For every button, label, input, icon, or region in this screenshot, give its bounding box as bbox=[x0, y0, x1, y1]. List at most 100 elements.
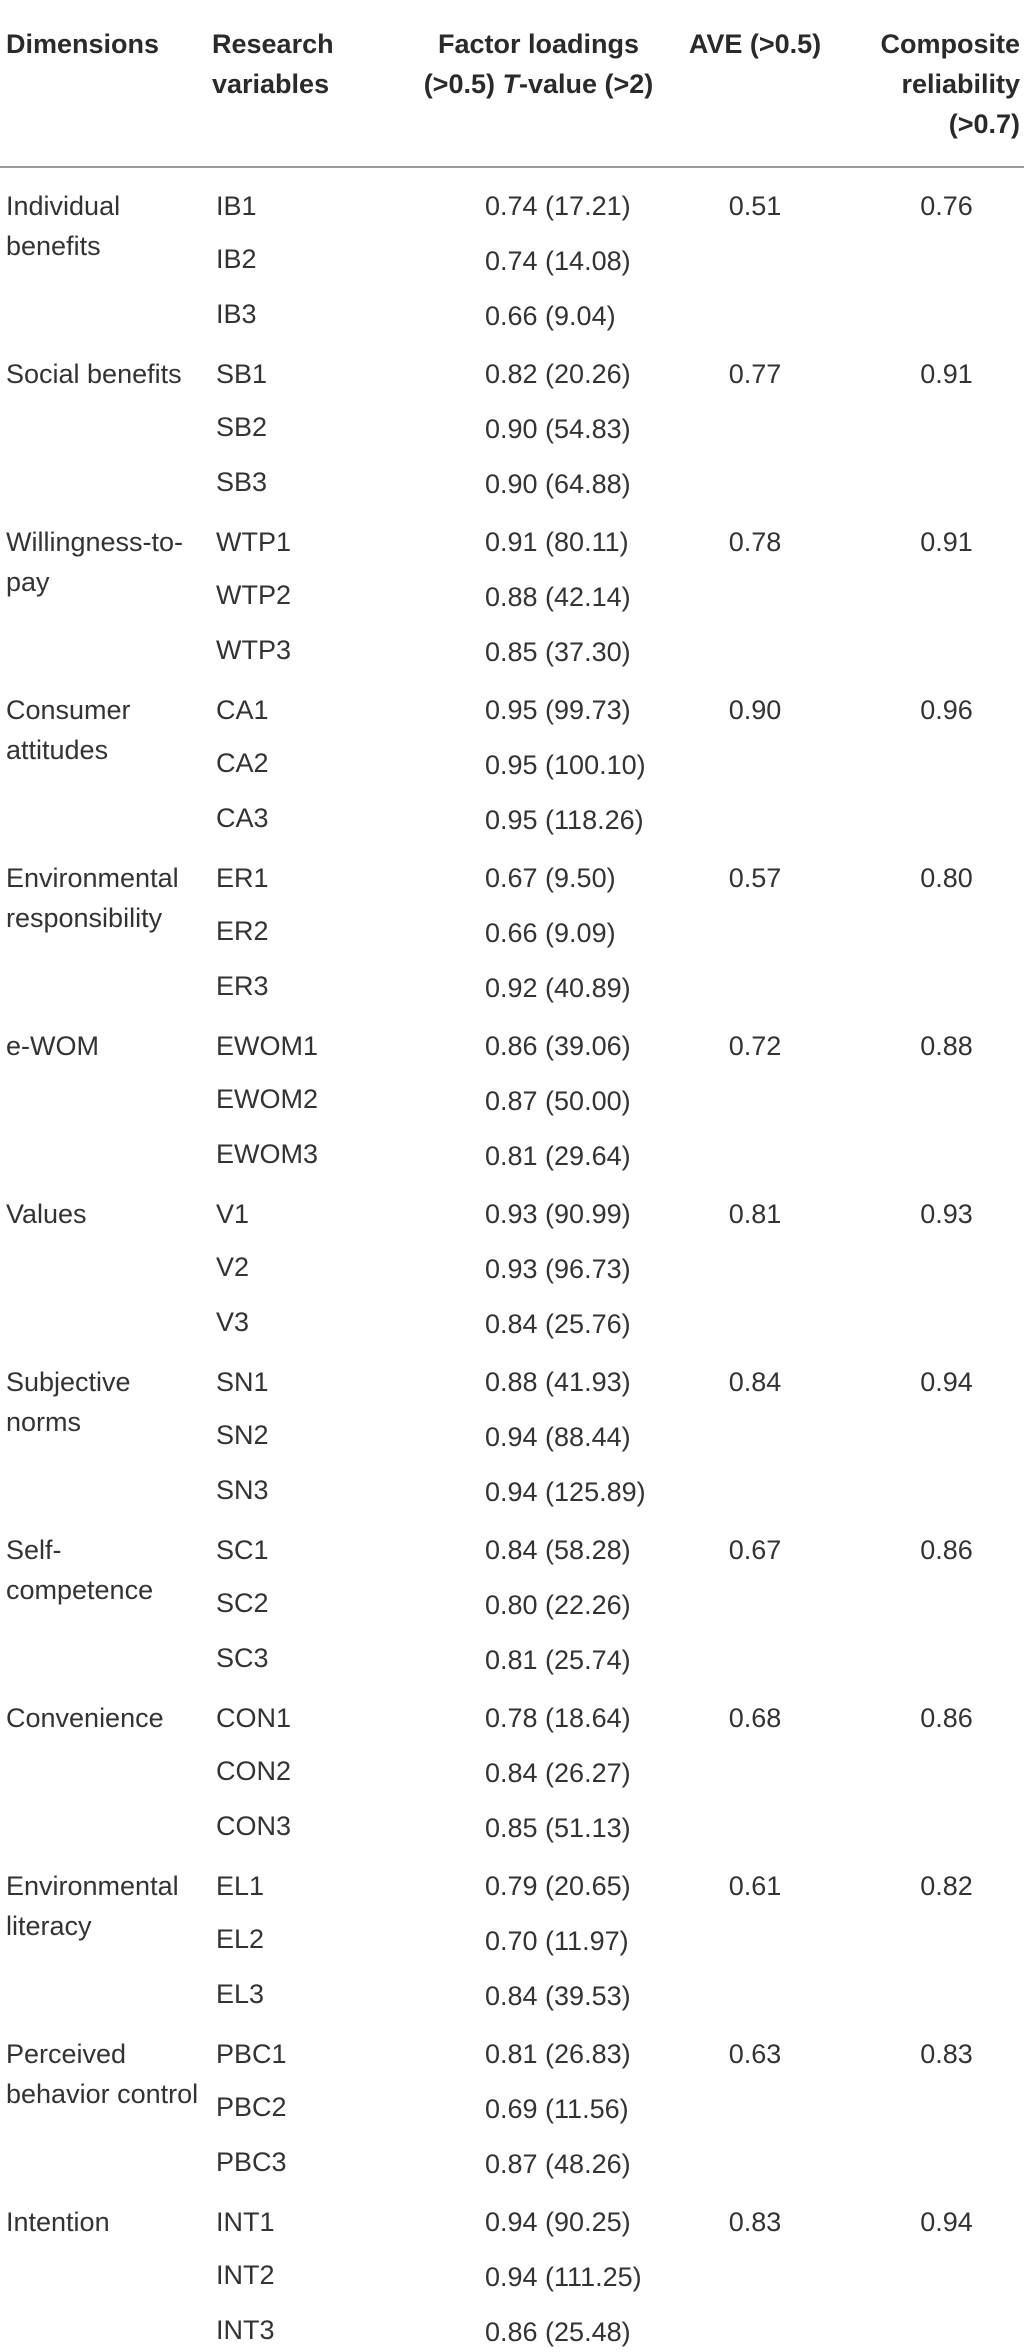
table-row: SN3 0.94 (125.89) bbox=[0, 1457, 1024, 1512]
variable-cell: WTP3 bbox=[216, 635, 292, 665]
loading-cell: 0.84 (58.28) bbox=[485, 1535, 631, 1565]
cr-cell-empty bbox=[839, 281, 1024, 336]
dimension-cell: Consumer attitudes bbox=[6, 695, 131, 765]
cr-cell-empty bbox=[839, 898, 1024, 953]
variable-cell: INT2 bbox=[216, 2260, 275, 2290]
table-row: Social benefits SB1 0.82 (20.26) 0.77 0.91 bbox=[0, 336, 1024, 394]
table-row: CON2 0.84 (26.27) bbox=[0, 1738, 1024, 1793]
variable-cell: EL1 bbox=[216, 1871, 265, 1901]
ave-cell: 0.51 bbox=[728, 191, 782, 221]
loading-cell: 0.67 (9.50) bbox=[485, 863, 616, 893]
table-row: EL3 0.84 (39.53) bbox=[0, 1961, 1024, 2016]
ave-cell: 0.90 bbox=[728, 695, 782, 725]
page: Dimensions Research variables Factor loa… bbox=[0, 29, 1024, 2347]
cr-cell-empty bbox=[839, 953, 1024, 1008]
dimension-cell: Subjective norms bbox=[6, 1367, 131, 1437]
table-row: Values V1 0.93 (90.99) 0.81 0.93 bbox=[0, 1176, 1024, 1234]
ave-cell: 0.68 bbox=[728, 1703, 782, 1733]
cr-cell-empty bbox=[839, 562, 1024, 617]
cr-cell-empty bbox=[839, 1738, 1024, 1793]
table-row: Consumer attitudes CA1 0.95 (99.73) 0.90 0.9… bbox=[0, 672, 1024, 765]
header-composite-reliability: Composite reliability (>0.7) bbox=[880, 29, 1020, 139]
table-row: CA3 0.95 (118.26) bbox=[0, 785, 1024, 840]
cr-cell: 0.88 bbox=[920, 1031, 973, 1061]
table-row: EWOM3 0.81 (29.64) bbox=[0, 1121, 1024, 1176]
loading-cell: 0.90 (54.83) bbox=[485, 414, 631, 444]
ave-cell: 0.61 bbox=[728, 1871, 782, 1901]
header-ave: AVE (>0.5) bbox=[688, 29, 822, 59]
cr-cell-empty bbox=[839, 1402, 1024, 1457]
variable-cell: EL3 bbox=[216, 1979, 265, 2009]
ave-cell-empty bbox=[671, 730, 839, 785]
header-factor-loadings-t: T bbox=[502, 69, 519, 99]
table-row: CON3 0.85 (51.13) bbox=[0, 1793, 1024, 1848]
loading-cell: 0.95 (118.26) bbox=[485, 805, 644, 835]
cr-cell: 0.82 bbox=[920, 1871, 973, 1901]
dimension-cell: Environmental responsibility bbox=[6, 863, 179, 933]
dimension-cell: Willingness-to-pay bbox=[6, 527, 184, 597]
variable-cell: SN3 bbox=[216, 1475, 269, 1505]
variable-cell: INT1 bbox=[216, 2207, 275, 2237]
table-row: Environmental responsibility ER1 0.67 (9.5… bbox=[0, 840, 1024, 933]
cr-cell-empty bbox=[839, 1570, 1024, 1625]
ave-cell: 0.77 bbox=[728, 359, 782, 389]
table-row: IB3 0.66 (9.04) bbox=[0, 281, 1024, 336]
table-row: SC2 0.80 (22.26) bbox=[0, 1570, 1024, 1625]
table-row: WTP2 0.88 (42.14) bbox=[0, 562, 1024, 617]
cr-cell-empty bbox=[839, 1234, 1024, 1289]
variable-cell: ER2 bbox=[216, 916, 269, 946]
variable-cell: WTP1 bbox=[216, 527, 292, 557]
loading-cell: 0.81 (25.74) bbox=[485, 1645, 631, 1675]
loading-cell: 0.87 (50.00) bbox=[485, 1086, 631, 1116]
table-row: Self-competence SC1 0.84 (58.28) 0.67 0.86 bbox=[0, 1512, 1024, 1605]
cr-cell: 0.86 bbox=[920, 1703, 973, 1733]
table-row: Subjective norms SN1 0.88 (41.93) 0.84 0.94 bbox=[0, 1344, 1024, 1437]
ave-cell: 0.67 bbox=[728, 1535, 782, 1565]
loading-cell: 0.92 (40.89) bbox=[485, 973, 631, 1003]
variable-cell: PBC3 bbox=[216, 2147, 287, 2177]
cr-cell-empty bbox=[839, 785, 1024, 840]
ave-cell-empty bbox=[671, 2074, 839, 2129]
cr-cell-empty bbox=[839, 730, 1024, 785]
cr-cell: 0.80 bbox=[920, 863, 973, 893]
loading-cell: 0.91 (80.11) bbox=[485, 527, 629, 557]
dimension-cell: e-WOM bbox=[6, 1031, 99, 1061]
ave-cell-empty bbox=[671, 2242, 839, 2297]
ave-cell-empty bbox=[671, 1234, 839, 1289]
variable-cell: SB3 bbox=[216, 467, 268, 497]
ave-cell: 0.72 bbox=[728, 1031, 782, 1061]
ave-cell: 0.83 bbox=[728, 2207, 782, 2237]
loading-cell: 0.85 (37.30) bbox=[485, 637, 631, 667]
variable-cell: SC1 bbox=[216, 1535, 269, 1565]
loading-cell: 0.86 (39.06) bbox=[485, 1031, 631, 1061]
table-header: Dimensions Research variables Factor loa… bbox=[0, 0, 1024, 167]
loading-cell: 0.69 (11.56) bbox=[485, 2094, 629, 2124]
cr-cell: 0.91 bbox=[920, 359, 973, 389]
table-row: SB3 0.90 (64.88) bbox=[0, 449, 1024, 504]
table-row: Individual benefits IB1 0.74 (17.21) 0.51 0.… bbox=[0, 167, 1024, 261]
ave-cell-empty bbox=[671, 898, 839, 953]
variable-cell: EWOM1 bbox=[216, 1031, 319, 1061]
variable-cell: WTP2 bbox=[216, 580, 292, 610]
header-research-variables: Research variables bbox=[212, 29, 334, 99]
header-factor-loadings: Factor loadings (>0.5) T-value (>2) bbox=[406, 0, 671, 167]
variable-cell: SB1 bbox=[216, 359, 268, 389]
variable-cell: V2 bbox=[216, 1252, 250, 1282]
variable-cell: ER3 bbox=[216, 971, 269, 1001]
variable-cell: EWOM2 bbox=[216, 1084, 319, 1114]
loading-cell: 0.87 (48.26) bbox=[485, 2149, 631, 2179]
ave-cell-empty bbox=[671, 2297, 839, 2352]
header-row: Dimensions Research variables Factor loa… bbox=[0, 0, 1024, 167]
variable-cell: IB1 bbox=[216, 191, 257, 221]
table-body: Individual benefits IB1 0.74 (17.21) 0.51 0.… bbox=[0, 167, 1024, 2352]
variable-cell: EWOM3 bbox=[216, 1139, 319, 1169]
cr-cell-empty bbox=[839, 2297, 1024, 2352]
variable-cell: SN2 bbox=[216, 1420, 269, 1450]
header-factor-loadings-suffix: -value (>2) bbox=[518, 69, 654, 99]
table-row: EWOM2 0.87 (50.00) bbox=[0, 1066, 1024, 1121]
table-row: SB2 0.90 (54.83) bbox=[0, 394, 1024, 449]
loading-cell: 0.70 (11.97) bbox=[485, 1926, 629, 1956]
ave-cell-empty bbox=[671, 1066, 839, 1121]
cr-cell-empty bbox=[839, 1906, 1024, 1961]
